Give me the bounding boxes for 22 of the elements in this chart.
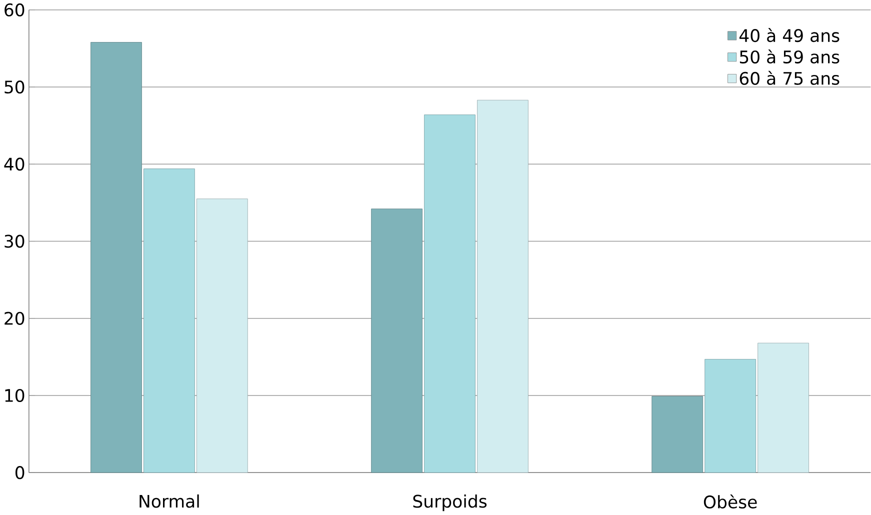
bar	[758, 343, 809, 474]
legend-label: 50 à 59 ans	[740, 50, 840, 64]
bar	[704, 359, 756, 474]
y-tick-label: 60	[4, 4, 24, 17]
y-tick-label: 40	[4, 158, 24, 171]
y-tick-label: 50	[4, 80, 24, 94]
y-tick-label: 0	[15, 466, 24, 480]
bar	[652, 396, 704, 474]
x-tick-label: Normal	[140, 494, 199, 508]
bar	[196, 198, 248, 474]
bar	[371, 208, 422, 474]
y-tick-label: 30	[4, 234, 24, 248]
x-tick-label: Surpoids	[413, 494, 487, 512]
bar	[477, 100, 528, 474]
x-tick-label: Obèse	[704, 494, 757, 509]
legend-label: 40 à 49 ans	[739, 28, 840, 42]
y-tick-label: 10	[5, 389, 24, 402]
bar	[144, 168, 195, 474]
y-tick-label: 20	[4, 312, 24, 326]
legend-label: 60 à 75 ans	[740, 71, 840, 86]
bar	[424, 114, 476, 474]
bar	[90, 42, 142, 474]
